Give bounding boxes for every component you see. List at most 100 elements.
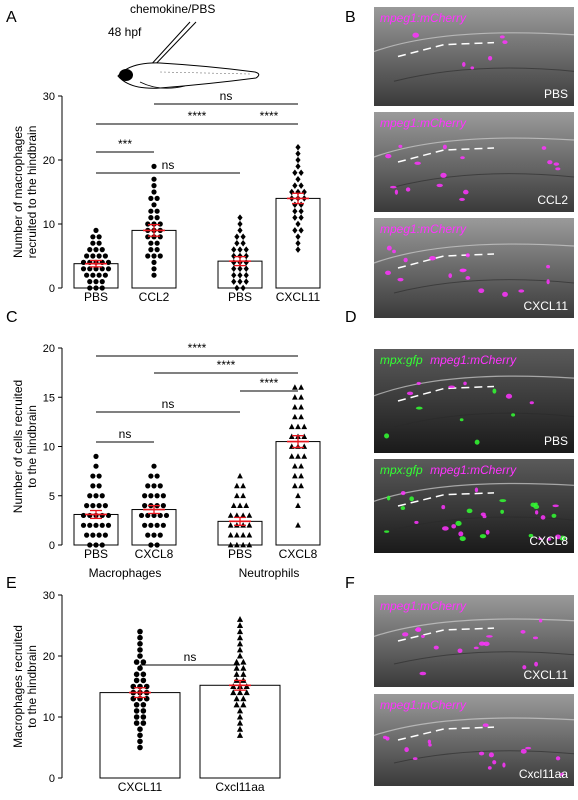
- y-tick-label: 10: [43, 442, 55, 454]
- fluorescent-cell: [502, 762, 506, 768]
- data-point: [87, 493, 93, 499]
- data-point: [137, 647, 143, 653]
- data-point: [87, 512, 93, 519]
- channel-label: mpeg1:mCherry: [380, 116, 467, 130]
- tissue-edge: [393, 279, 575, 294]
- tissue-edge: [373, 32, 575, 53]
- data-point: [240, 482, 246, 489]
- fluorescent-cell: [540, 515, 546, 520]
- data-point: [231, 271, 237, 279]
- data-point: [243, 278, 249, 285]
- mean-sem: [143, 223, 165, 237]
- y-axis: 0 5 10 15 20: [43, 343, 63, 552]
- fluorescent-cell: [487, 55, 493, 61]
- mean-sem: [229, 516, 251, 526]
- data-point: [99, 247, 105, 253]
- data-point: [240, 695, 247, 702]
- data-point: [142, 503, 148, 509]
- data-point: [240, 239, 246, 247]
- fluorescent-cell: [478, 641, 486, 646]
- fluorescent-cell: [448, 385, 455, 389]
- micrographs: mpeg1:mCherryPBSmpeg1:mCherryCCL2mpeg1:m…: [373, 7, 575, 786]
- tissue-edge: [373, 482, 575, 502]
- data-point: [298, 463, 304, 469]
- category-label: CXCL11: [118, 780, 163, 794]
- data-point: [237, 246, 243, 253]
- data-point: [240, 512, 246, 518]
- significance-bracket: ns: [154, 89, 298, 105]
- fluorescent-cell: [470, 66, 475, 70]
- data-point: [154, 542, 160, 548]
- data-point: [80, 259, 87, 265]
- micrograph: mpx:gfp mpeg1:mCherry CXCL8: [373, 459, 575, 553]
- fluorescent-cell: [478, 751, 485, 756]
- y-tick-label: 0: [49, 283, 55, 295]
- significance-bracket: ns: [140, 650, 240, 666]
- needle-line: [147, 21, 191, 69]
- data-point: [137, 641, 143, 647]
- data-point: [298, 169, 304, 177]
- tissue-edge: [393, 173, 575, 188]
- fluorescent-cell: [541, 146, 547, 150]
- fluorescent-cell: [385, 270, 391, 275]
- hindbrain-outline: [397, 627, 495, 642]
- data-point: [154, 522, 160, 528]
- fluorescent-cell: [398, 144, 403, 148]
- significance-label: ns: [220, 89, 233, 103]
- data-point: [90, 532, 96, 538]
- data-point: [157, 234, 163, 240]
- data-point: [90, 473, 96, 479]
- data-point: [295, 163, 301, 170]
- panel-letter-f: F: [345, 575, 355, 592]
- y-tick-label: 15: [43, 392, 55, 404]
- data-point: [301, 433, 308, 439]
- data-point: [163, 512, 170, 519]
- data-point: [151, 463, 157, 469]
- fluorescent-cell: [442, 526, 449, 531]
- hindbrain-outline: [397, 492, 495, 507]
- data-point: [298, 413, 304, 420]
- data-point: [233, 701, 240, 708]
- data-point: [298, 207, 304, 215]
- fluorescent-cell: [474, 487, 479, 493]
- category-label: Cxcl11aa: [215, 780, 264, 794]
- fluorescent-cell: [492, 760, 497, 765]
- micrograph: mpeg1:mCherry CXCL11: [373, 218, 575, 318]
- fluorescent-cell: [487, 766, 492, 770]
- data-point: [157, 253, 163, 259]
- data-point: [234, 512, 240, 518]
- data-point: [151, 266, 157, 272]
- tissue-edge: [393, 412, 575, 428]
- data-point: [93, 542, 99, 548]
- yolk-line: [139, 81, 186, 89]
- data-point: [243, 252, 249, 260]
- data-point: [236, 719, 244, 726]
- data-point: [90, 483, 96, 489]
- data-point: [130, 683, 137, 690]
- fluorescent-cell: [400, 506, 406, 510]
- data-point: [90, 234, 96, 240]
- data-point: [292, 227, 298, 234]
- data-point: [87, 279, 93, 285]
- y-axis-label: Number of cells recruited: [11, 380, 25, 513]
- significance-label: ns: [162, 397, 175, 411]
- data-point: [231, 246, 237, 253]
- fluorescent-cell: [416, 381, 421, 385]
- data-point: [151, 183, 157, 189]
- data-point: [288, 423, 295, 430]
- fluorescent-cell: [465, 276, 471, 280]
- tissue-edge: [393, 516, 575, 530]
- data-point: [298, 394, 304, 400]
- fluorescent-cell: [560, 772, 564, 777]
- condition-label: CXCL11: [524, 668, 569, 682]
- fluorescent-cell: [505, 393, 513, 399]
- data-point: [96, 503, 102, 509]
- data-point: [151, 532, 157, 538]
- data-point: [236, 640, 244, 647]
- fluorescent-cell: [420, 634, 425, 638]
- data-point: [133, 714, 140, 720]
- fluorescent-cell: [448, 273, 453, 279]
- data-point: [234, 239, 240, 247]
- data-point: [80, 266, 87, 272]
- fluorescent-cell: [466, 508, 473, 514]
